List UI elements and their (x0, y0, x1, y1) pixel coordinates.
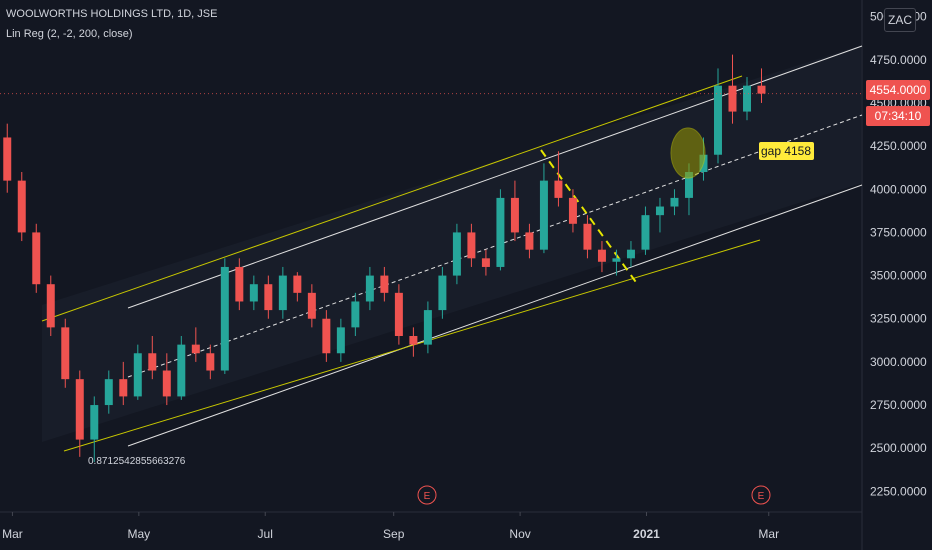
last-price-label: 4554.0000 (866, 80, 930, 100)
countdown-text: 07:34:10 (875, 109, 922, 123)
gap-label-text: gap 4158 (761, 144, 811, 158)
candle-down (467, 232, 476, 259)
candle-up (641, 215, 650, 250)
candle-up (278, 275, 287, 311)
indicator-legend[interactable]: Lin Reg (2, -2, 200, close) (6, 28, 133, 40)
gap-label[interactable]: gap 4158 (759, 142, 814, 160)
candle-up (365, 275, 374, 302)
candle-up (612, 258, 621, 262)
candle-down (525, 232, 534, 250)
candle-down (510, 197, 519, 233)
regression-value-label: 0.8712542855663276 (88, 456, 186, 467)
price-tick-label: 2500.0000 (870, 441, 927, 455)
candle-down (322, 318, 331, 354)
candle-down (3, 137, 12, 181)
candle-up (220, 266, 229, 371)
candle-up (351, 301, 360, 328)
candle-up (496, 197, 505, 267)
candle-down (46, 284, 55, 328)
candle-down (148, 353, 157, 371)
price-tick-label: 2250.0000 (870, 484, 927, 498)
candle-down (307, 292, 316, 319)
candle-down (75, 379, 84, 440)
candle-down (409, 336, 418, 345)
time-tick-label: Sep (383, 527, 405, 541)
candle-up (539, 180, 548, 250)
upper-trendline[interactable] (41, 75, 743, 322)
candle-up (655, 206, 664, 216)
candle-up (90, 405, 99, 440)
candle-up (104, 379, 113, 406)
candle-down (481, 258, 490, 267)
price-tick-label: 3750.0000 (870, 225, 927, 239)
candle-down (17, 180, 26, 233)
time-tick-label: Mar (2, 527, 23, 541)
candle-up (177, 344, 186, 397)
candle-down (293, 275, 302, 293)
candle-up (670, 197, 679, 207)
candle-down (568, 197, 577, 224)
candle-up (684, 172, 693, 198)
price-tick-label: 2750.0000 (870, 398, 927, 412)
candle-down (728, 85, 737, 112)
candle-down (554, 180, 563, 198)
time-axis[interactable]: Mar May Jul Sep Nov 2021 Mar (2, 512, 779, 541)
countdown-label: 07:34:10 (866, 106, 930, 126)
time-tick-label: Mar (758, 527, 779, 541)
candle-down (757, 85, 766, 94)
candle-down (380, 275, 389, 293)
candle-up (452, 232, 461, 276)
candle-up (249, 284, 258, 302)
price-tick-label: 4250.0000 (870, 139, 927, 153)
candle-up (133, 353, 142, 397)
candle-down (394, 292, 403, 336)
price-tick-label: 3500.0000 (870, 269, 927, 283)
gap-highlight-ellipse[interactable] (670, 127, 706, 179)
candle-up (743, 85, 751, 112)
candle-down (597, 249, 606, 262)
earnings-marker-2[interactable]: E (751, 485, 771, 505)
candle-down (583, 223, 592, 250)
chart-title: WOOLWORTHS HOLDINGS LTD, 1D, JSE (6, 8, 218, 20)
candle-up (423, 310, 432, 345)
price-tick-label: 3250.0000 (870, 312, 927, 326)
candle-up (713, 85, 722, 155)
candle-up (626, 249, 635, 259)
candle-down (162, 370, 171, 397)
lower-trendline[interactable] (63, 239, 761, 452)
candle-down (61, 327, 70, 380)
earnings-marker-2-text: E (758, 491, 765, 502)
linreg-upper-line (127, 45, 863, 309)
last-price-text: 4554.0000 (870, 83, 927, 97)
candles-group (0, 54, 862, 463)
price-tick-label: 3000.0000 (870, 355, 927, 369)
candle-down (32, 232, 41, 285)
price-tick-label: 4000.0000 (870, 182, 927, 196)
linreg-lower-line (127, 184, 863, 447)
price-tick-label: 4750.0000 (870, 53, 927, 67)
linreg-center-line (127, 114, 863, 378)
candle-up (336, 327, 345, 354)
earnings-marker-1-text: E (424, 491, 431, 502)
currency-button[interactable]: ZAC (884, 8, 916, 32)
time-tick-label: 2021 (633, 527, 660, 541)
earnings-marker-1[interactable]: E (417, 485, 437, 505)
candle-down (206, 353, 215, 371)
candle-down (191, 344, 200, 354)
time-tick-label: Jul (258, 527, 273, 541)
candle-down (119, 379, 128, 397)
candle-down (264, 284, 273, 311)
time-tick-label: Nov (509, 527, 530, 541)
candle-down (235, 266, 244, 302)
channel-fill (42, 45, 862, 442)
candle-up (438, 275, 447, 311)
time-tick-label: May (127, 527, 150, 541)
